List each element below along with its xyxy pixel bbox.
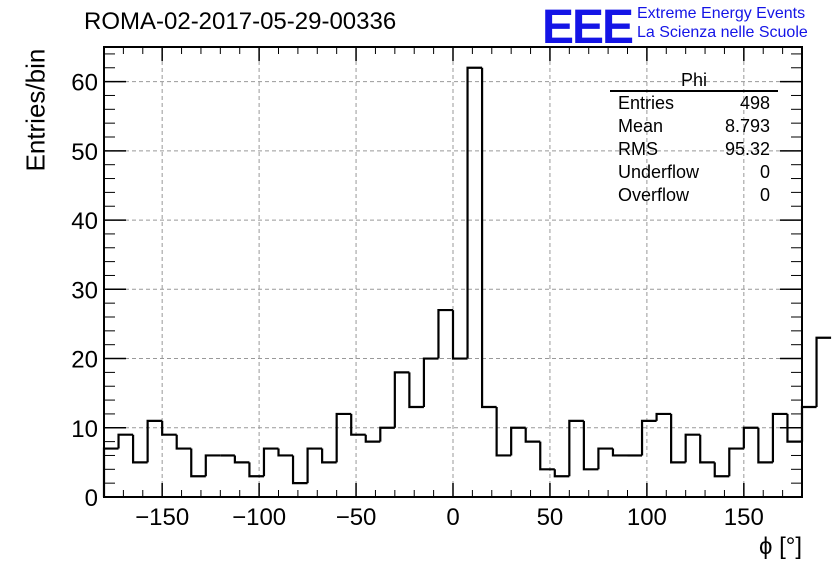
plot-frame (103, 46, 803, 498)
stats-value: 0 (759, 162, 770, 182)
histogram-bin (800, 405, 817, 442)
y-tick-label: 0 (85, 485, 98, 512)
histogram-bin (539, 441, 555, 471)
histogram-bars (102, 66, 832, 497)
histogram-bin (582, 420, 599, 471)
y-tick-label: 20 (71, 347, 98, 374)
histogram-bin (437, 308, 453, 359)
stats-row-underflow: Underflow 0 (610, 161, 778, 184)
histogram-bin (568, 419, 584, 477)
histogram-bin (713, 462, 730, 478)
histogram-bin (277, 448, 294, 457)
stats-row-rms: RMS 95.32 (610, 138, 778, 161)
histogram-bin (655, 412, 672, 421)
histogram-bin (553, 469, 570, 478)
stats-value: 95.32 (724, 139, 770, 159)
histogram-bin (728, 447, 744, 477)
histogram-bin (684, 433, 701, 463)
histogram-bin (146, 419, 163, 463)
stats-row-mean: Mean 8.793 (610, 115, 778, 138)
y-axis-label: Entries/bin (20, 48, 51, 172)
histogram-bin (248, 462, 264, 478)
histogram-bin (786, 413, 802, 443)
stats-label: RMS (618, 139, 658, 159)
grid-lines (104, 47, 802, 497)
histogram-bin (161, 420, 177, 436)
stats-row-overflow: Overflow 0 (610, 184, 778, 207)
histogram-bin (408, 372, 424, 409)
histogram-bin (524, 427, 541, 443)
stats-row-entries: Entries 498 (610, 92, 778, 115)
tick-labels: −150 −100 −50 0 50 100 150 0 10 20 30 40 50 60 (71, 70, 764, 531)
chart-title: ROMA-02-2017-05-29-00336 (84, 8, 397, 35)
x-tick-label: 100 (627, 504, 667, 531)
stats-value: 0 (759, 185, 770, 205)
stats-label: Underflow (618, 162, 700, 182)
stats-label: Overflow (618, 185, 690, 205)
histogram-bin (495, 407, 512, 457)
x-tick-label: 150 (724, 504, 764, 531)
stats-value: 498 (739, 93, 770, 113)
histogram-bin (757, 427, 773, 464)
histogram-bin (670, 413, 686, 464)
x-tick-label: 50 (537, 504, 564, 531)
y-tick-label: 40 (71, 208, 98, 235)
histogram-bin (233, 455, 250, 464)
axis-ticks (104, 47, 802, 498)
logo-line-1: Extreme Energy Events (637, 5, 806, 22)
eee-logo-text: Extreme Energy Events La Scienza nelle S… (637, 4, 808, 42)
stats-label: Mean (618, 116, 664, 136)
x-tick-label: −150 (135, 504, 189, 531)
histogram-bin (466, 66, 483, 359)
y-tick-label: 50 (71, 139, 98, 166)
histogram-bin (190, 448, 206, 478)
histogram-bin (175, 434, 192, 450)
histogram-bin (451, 310, 468, 360)
histogram-bin (393, 371, 410, 428)
histogram-bin (640, 419, 657, 456)
y-tick-label: 30 (71, 277, 98, 304)
x-axis-label: ϕ [°] (758, 533, 802, 560)
stats-box: Phi Entries 498 Mean 8.793 RMS 95.32 Underf… (610, 70, 778, 207)
histogram-bin (117, 433, 134, 449)
histogram-bin (379, 426, 395, 442)
histogram-bin (422, 357, 439, 407)
stats-value: 8.793 (724, 116, 770, 136)
x-tick-label: −50 (336, 504, 377, 531)
histogram-bin (364, 434, 381, 443)
histogram-bin (611, 448, 628, 457)
histogram-bin (699, 434, 715, 464)
histogram-bin (204, 454, 221, 477)
histogram-bin (597, 447, 613, 470)
logo-line-2: La Scienza nelle Scuole (637, 24, 808, 41)
stats-title: Phi (610, 70, 778, 92)
y-tick-label: 10 (71, 416, 98, 443)
histogram-bin (321, 448, 337, 464)
histogram-bin (291, 455, 308, 485)
histogram-bin (480, 67, 497, 409)
x-tick-label: 0 (446, 504, 459, 531)
histogram-bin (131, 434, 148, 464)
stats-label: Entries (618, 93, 675, 113)
histogram-bin (262, 447, 279, 477)
histogram-bin (510, 426, 526, 456)
histogram-bin (815, 336, 832, 407)
histogram-bin (771, 412, 788, 463)
histogram-bin (335, 412, 352, 463)
x-tick-label: −100 (232, 504, 286, 531)
y-tick-label: 60 (71, 70, 98, 97)
histogram-bin (306, 447, 323, 484)
histogram-bin (742, 426, 759, 449)
eee-logo: EEE (542, 1, 634, 54)
histogram-bin (350, 413, 366, 436)
